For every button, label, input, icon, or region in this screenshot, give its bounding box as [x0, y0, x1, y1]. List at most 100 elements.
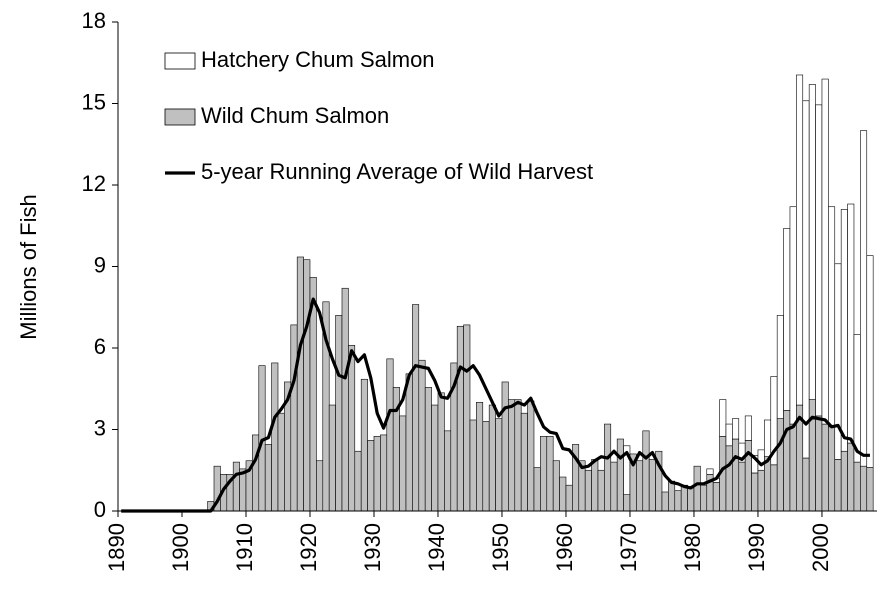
bar — [501, 381, 509, 512]
x-tick-label: 1900 — [168, 523, 193, 572]
bar — [328, 404, 336, 512]
bar — [796, 74, 804, 406]
bar — [751, 472, 759, 512]
x-tick-label: 1910 — [232, 523, 257, 572]
running-average-line — [121, 297, 870, 513]
bar — [738, 461, 746, 512]
bar — [418, 359, 426, 512]
bar — [764, 419, 772, 457]
bar — [437, 392, 445, 512]
bar — [252, 434, 260, 512]
bar — [405, 373, 413, 512]
bar — [860, 465, 868, 512]
bar — [239, 468, 247, 512]
bar — [520, 412, 528, 512]
bar — [591, 459, 599, 512]
bar — [866, 467, 874, 512]
bar — [847, 442, 855, 512]
x-tick-label: 1970 — [616, 523, 641, 572]
bar — [540, 435, 548, 512]
bar — [776, 315, 784, 419]
bar — [776, 418, 784, 512]
x-tick-label: 1990 — [744, 523, 769, 572]
bar — [802, 100, 810, 459]
bar — [380, 434, 388, 512]
bar — [488, 404, 496, 512]
bar — [706, 468, 714, 475]
bar — [264, 444, 272, 512]
bar — [559, 476, 567, 512]
bar — [674, 490, 682, 512]
bar — [668, 480, 676, 512]
bar — [687, 487, 695, 512]
bar — [828, 426, 836, 512]
y-tick-label: 6 — [94, 334, 106, 359]
bar — [476, 402, 484, 512]
bar — [764, 456, 772, 512]
bar — [463, 324, 471, 512]
x-tick-label: 1950 — [488, 523, 513, 572]
bar — [783, 410, 791, 512]
bar — [840, 209, 848, 452]
bar — [719, 399, 727, 437]
bar — [712, 482, 720, 512]
bar — [444, 430, 452, 512]
y-tick-label: 9 — [94, 252, 106, 277]
bar — [828, 206, 836, 428]
bar — [757, 469, 765, 512]
y-tick-label: 12 — [82, 171, 106, 196]
x-tick-label: 1890 — [104, 523, 129, 572]
legend-label: Hatchery Chum Salmon — [201, 47, 435, 72]
bar — [623, 494, 631, 512]
bar — [821, 423, 829, 512]
bar — [757, 449, 765, 471]
legend-swatch — [164, 52, 196, 70]
x-tick-label: 2000 — [808, 523, 833, 572]
bar — [744, 440, 752, 512]
bar — [700, 484, 708, 512]
bar — [808, 84, 816, 400]
bar — [399, 415, 407, 512]
bar — [732, 418, 740, 440]
bar — [789, 423, 797, 512]
bar — [424, 387, 432, 512]
legend-label: Wild Chum Salmon — [201, 103, 389, 128]
bar — [584, 469, 592, 512]
bar — [482, 421, 490, 512]
bar — [789, 206, 797, 425]
bar — [533, 467, 541, 512]
x-tick-label: 1940 — [424, 523, 449, 572]
bar — [604, 423, 612, 512]
y-tick-label: 0 — [94, 497, 106, 522]
bar — [508, 399, 516, 512]
y-tick-label: 15 — [82, 89, 106, 114]
bar — [610, 461, 618, 512]
bar — [642, 430, 650, 512]
bar — [725, 445, 733, 512]
bar — [546, 435, 554, 512]
bar — [815, 415, 823, 512]
bar — [648, 459, 656, 512]
bar — [802, 457, 810, 512]
bar — [725, 423, 733, 447]
bar — [456, 325, 464, 512]
bar — [661, 491, 669, 512]
bar — [552, 460, 560, 512]
bar — [354, 450, 362, 512]
bar — [495, 418, 503, 512]
bar — [348, 344, 356, 512]
y-axis-title: Millions of Fish — [16, 194, 41, 339]
bar — [680, 484, 688, 512]
bar — [783, 228, 791, 411]
x-tick-label: 1920 — [296, 523, 321, 572]
bar — [840, 450, 848, 512]
y-tick-label: 3 — [94, 415, 106, 440]
bar — [853, 334, 861, 463]
bar — [277, 412, 285, 512]
bar — [469, 419, 477, 512]
bar — [335, 315, 343, 512]
bar — [636, 460, 644, 512]
bar — [341, 287, 349, 512]
x-tick-label: 1980 — [680, 523, 705, 572]
